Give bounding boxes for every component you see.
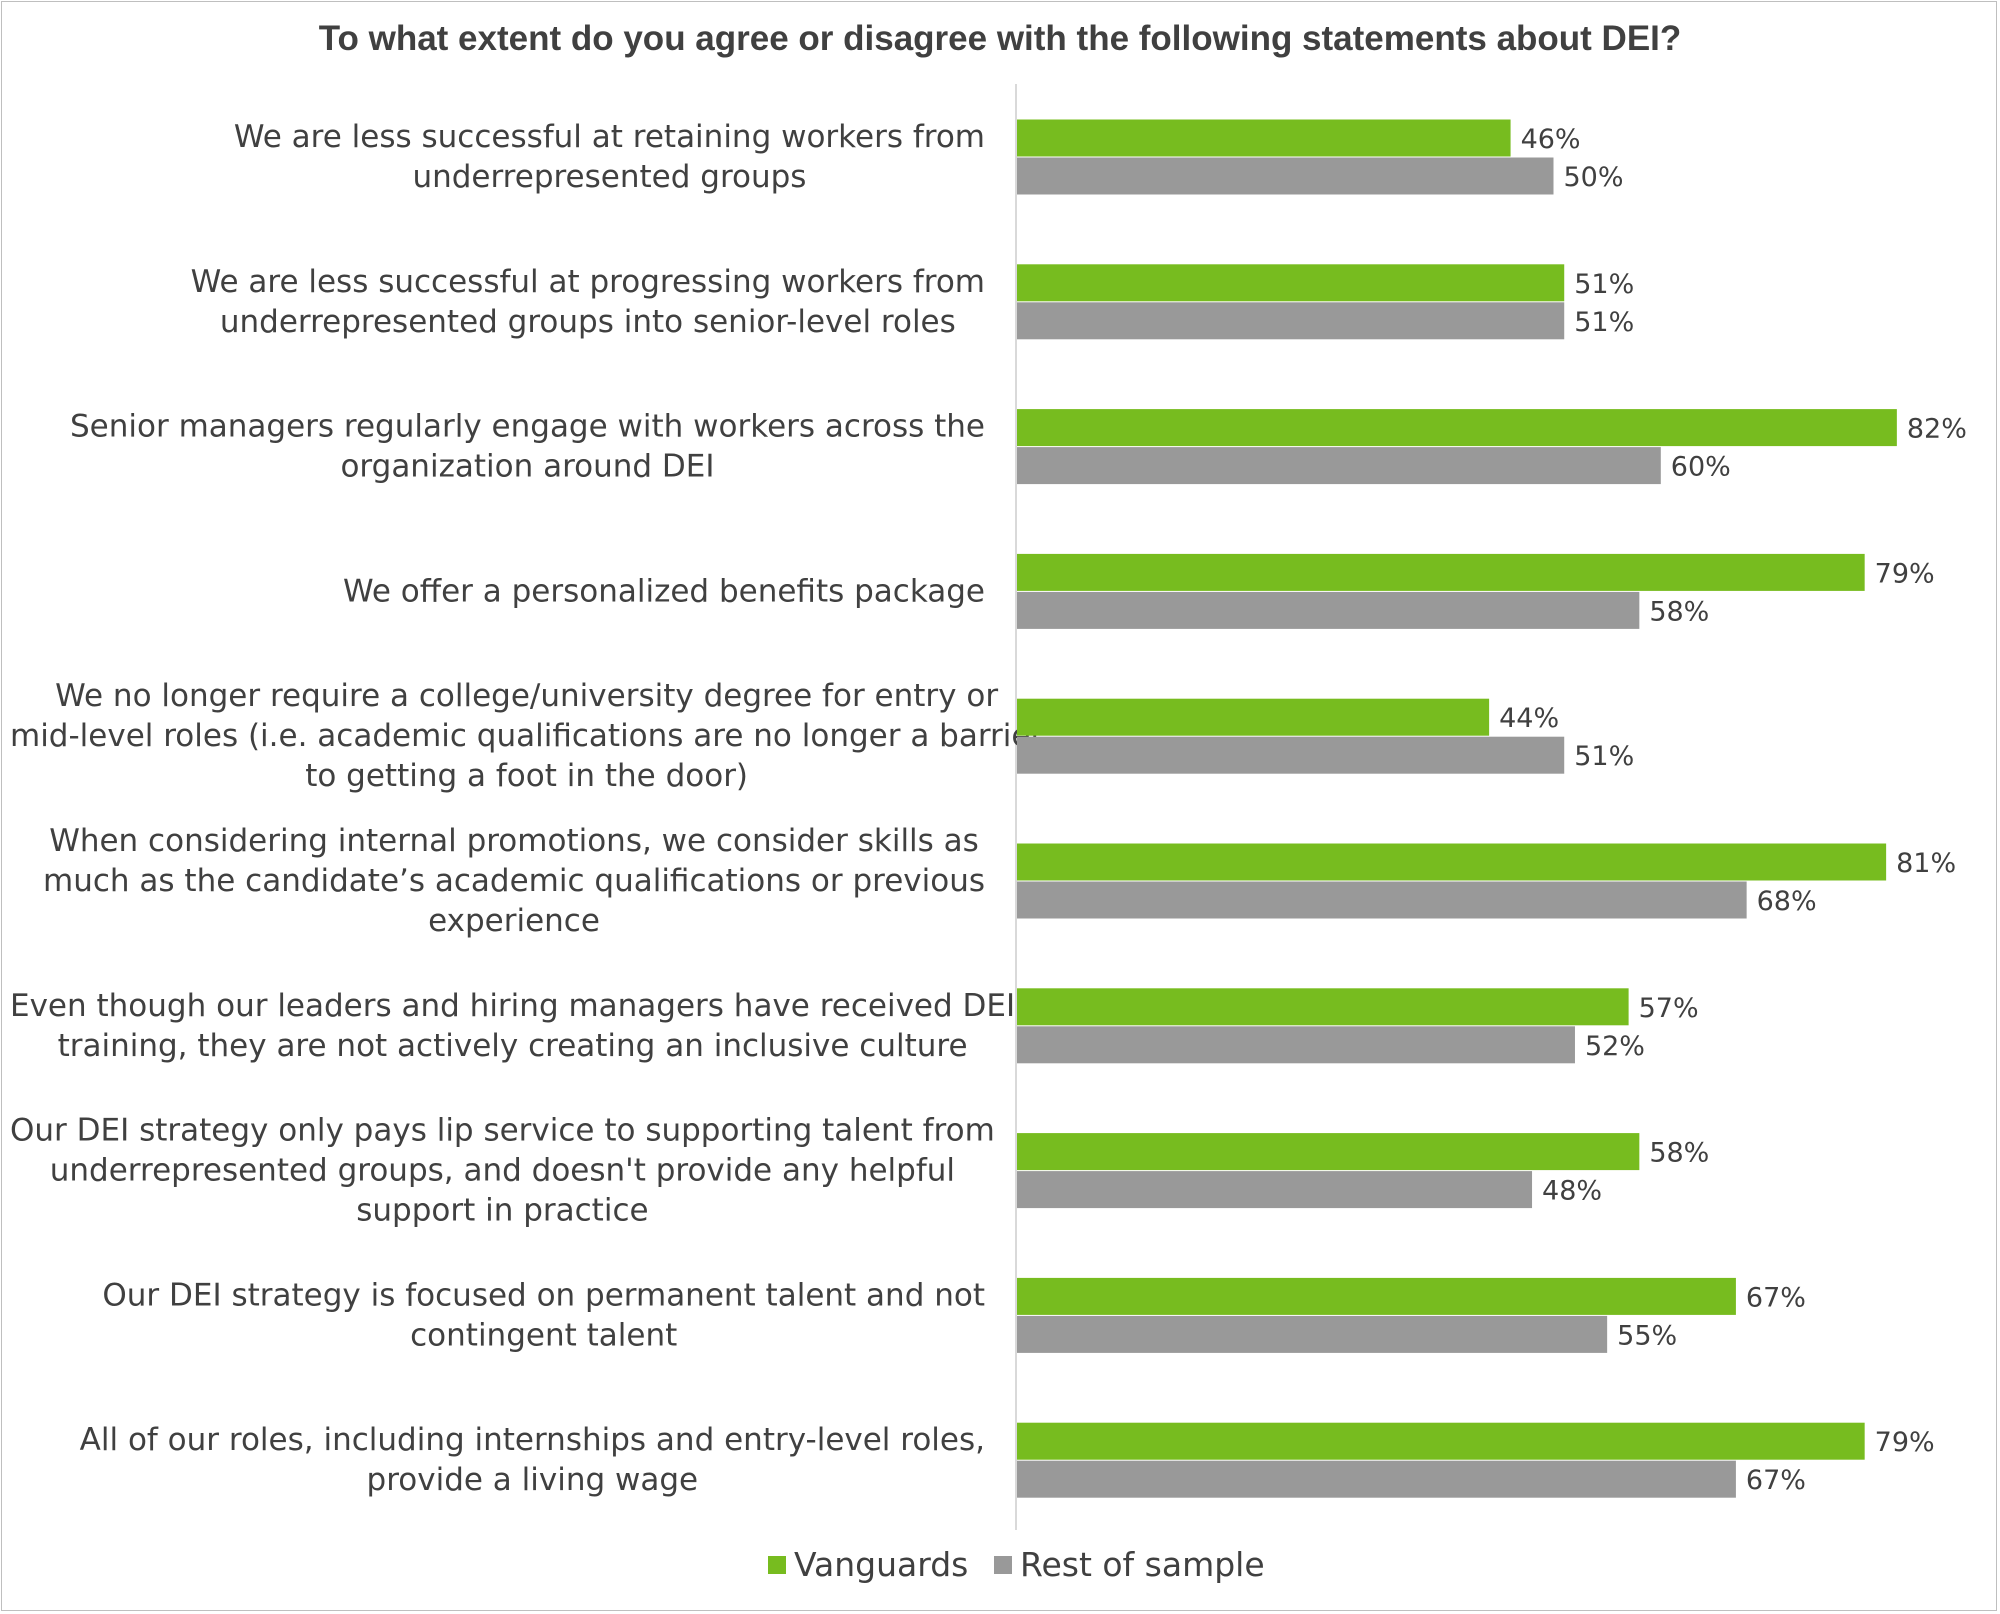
category-label-line: training, they are not actively creating… — [58, 1028, 968, 1064]
value-label-rest-of-sample: 60% — [1671, 452, 1731, 483]
bar-rest-of-sample — [1017, 736, 1565, 774]
bar-vanguards — [1017, 698, 1490, 736]
bar-vanguards — [1017, 119, 1511, 157]
category-label: Our DEI strategy only pays lip service t… — [10, 1113, 995, 1229]
value-label-vanguards: 82% — [1907, 414, 1967, 445]
legend-label-rest-of-sample: Rest of sample — [1020, 1545, 1265, 1584]
bars — [1017, 119, 1897, 1498]
category-label-line: much as the candidate’s academic qualifi… — [43, 863, 985, 899]
category-labels: We are less successful at retaining work… — [10, 119, 1043, 1498]
bar-vanguards — [1017, 843, 1887, 881]
value-label-rest-of-sample: 51% — [1574, 741, 1634, 772]
category-label-line: organization around DEI — [340, 449, 714, 485]
value-label-rest-of-sample: 67% — [1746, 1465, 1806, 1496]
category-label-line: Senior managers regularly engage with wo… — [70, 409, 985, 445]
bar-rest-of-sample — [1017, 1026, 1575, 1064]
bar-rest-of-sample — [1017, 881, 1747, 919]
bar-vanguards — [1017, 1277, 1736, 1315]
value-label-vanguards: 79% — [1875, 558, 1935, 589]
category-label-line: provide a living wage — [367, 1462, 699, 1498]
category-label-line: We offer a personalized benefits package — [343, 573, 985, 609]
category-label-line: support in practice — [356, 1193, 648, 1229]
category-label: We offer a personalized benefits package — [343, 573, 985, 609]
bar-vanguards — [1017, 553, 1865, 591]
category-label: Our DEI strategy is focused on permanent… — [102, 1277, 985, 1353]
legend-label-vanguards: Vanguards — [794, 1545, 968, 1584]
bar-vanguards — [1017, 264, 1565, 302]
category-label-line: Our DEI strategy is focused on permanent… — [102, 1277, 985, 1313]
value-label-rest-of-sample: 52% — [1585, 1031, 1645, 1062]
bar-vanguards — [1017, 988, 1629, 1026]
value-label-vanguards: 79% — [1875, 1427, 1935, 1458]
category-label: We are less successful at retaining work… — [234, 119, 985, 195]
bar-rest-of-sample — [1017, 1460, 1736, 1498]
category-label: Senior managers regularly engage with wo… — [70, 409, 985, 485]
bar-rest-of-sample — [1017, 591, 1640, 629]
category-label-line: We are less successful at retaining work… — [234, 119, 985, 155]
value-labels: 46% 50% 51% 51% 82% 60% 79% 58% 44% 51% 81% 68% 57% 5… — [1499, 124, 1967, 1496]
category-label: Even though our leaders and hiring manag… — [10, 988, 1015, 1064]
category-label-line: Our DEI strategy only pays lip service t… — [10, 1113, 995, 1149]
legend: Vanguards Rest of sample — [768, 1545, 1265, 1584]
bar-rest-of-sample — [1017, 1315, 1608, 1353]
bar-rest-of-sample — [1017, 302, 1565, 340]
value-label-vanguards: 57% — [1639, 993, 1699, 1024]
value-label-vanguards: 58% — [1649, 1138, 1709, 1169]
value-label-vanguards: 44% — [1499, 703, 1559, 734]
chart-title: To what extent do you agree or disagree … — [319, 19, 1682, 58]
category-label: We are less successful at progressing wo… — [191, 264, 985, 340]
value-label-vanguards: 81% — [1896, 848, 1956, 879]
bar-vanguards — [1017, 1422, 1865, 1460]
value-label-rest-of-sample: 51% — [1574, 307, 1634, 338]
category-label-line: We are less successful at progressing wo… — [191, 264, 985, 300]
category-label-line: contingent talent — [410, 1317, 677, 1353]
value-label-rest-of-sample: 50% — [1564, 162, 1624, 193]
bar-vanguards — [1017, 409, 1897, 447]
bar-rest-of-sample — [1017, 447, 1661, 485]
value-label-vanguards: 51% — [1574, 269, 1634, 300]
category-label: We no longer require a college/universit… — [10, 678, 1043, 794]
category-label-line: underrepresented groups into senior-leve… — [220, 304, 956, 340]
value-label-vanguards: 46% — [1521, 124, 1581, 155]
category-label-line: underrepresented groups, and doesn't pro… — [50, 1153, 955, 1189]
bar-vanguards — [1017, 1133, 1640, 1171]
legend-swatch-vanguards — [768, 1556, 786, 1574]
value-label-vanguards: 67% — [1746, 1282, 1806, 1313]
category-label-line: Even though our leaders and hiring manag… — [10, 988, 1015, 1024]
category-label-line: to getting a foot in the door) — [305, 758, 748, 794]
category-label: All of our roles, including internships … — [80, 1422, 985, 1498]
category-label-line: When considering internal promotions, we… — [49, 823, 979, 859]
category-label-line: mid-level roles (i.e. academic qualifica… — [10, 718, 1043, 754]
category-label: When considering internal promotions, we… — [43, 823, 985, 939]
value-label-rest-of-sample: 48% — [1542, 1176, 1602, 1207]
category-label-line: experience — [428, 903, 600, 939]
legend-swatch-rest-of-sample — [994, 1556, 1012, 1574]
category-label-line: We no longer require a college/universit… — [55, 678, 998, 714]
bar-rest-of-sample — [1017, 1171, 1533, 1209]
value-label-rest-of-sample: 55% — [1617, 1320, 1677, 1351]
category-label-line: underrepresented groups — [412, 159, 806, 195]
value-label-rest-of-sample: 58% — [1649, 596, 1709, 627]
value-label-rest-of-sample: 68% — [1757, 886, 1817, 917]
bar-rest-of-sample — [1017, 157, 1554, 195]
category-label-line: All of our roles, including internships … — [80, 1422, 985, 1458]
